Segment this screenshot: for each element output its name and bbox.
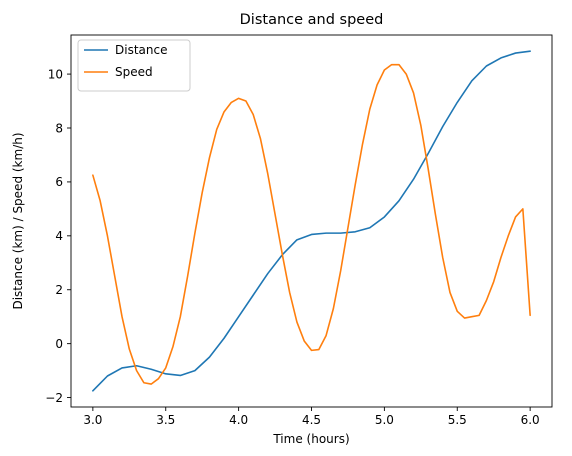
chart-title: Distance and speed [240,12,384,28]
legend-label-distance: Distance [115,43,167,57]
y-tick-label: −2 [45,391,63,405]
x-tick-label: 6.0 [521,413,540,427]
plot-area [71,35,552,407]
series-layer [92,50,531,392]
series-line-distance [92,50,531,392]
legend: Distance Speed [77,39,191,92]
y-tick-label: 6 [55,175,63,189]
x-tick-label: 3.5 [156,413,175,427]
y-tick-label: 10 [48,67,63,81]
legend-box [77,39,191,92]
y-tick-label: 0 [55,337,63,351]
x-tick-label: 4.5 [302,413,321,427]
y-tick-label: 4 [55,229,63,243]
legend-label-speed: Speed [115,65,153,79]
y-tick-label: 2 [55,283,63,297]
x-tick-label: 5.5 [448,413,467,427]
x-tick-label: 4.0 [229,413,248,427]
ticks-layer: 3.0 3.5 4.0 4.5 5.0 5.5 6.0 −2 0 2 4 6 8 10 [45,67,539,427]
y-axis-title: Distance (km) / Speed (km/h) [11,132,25,309]
y-tick-label: 8 [55,121,63,135]
x-tick-label: 3.0 [83,413,102,427]
x-axis-title: Time (hours) [272,432,349,446]
x-tick-label: 5.0 [375,413,394,427]
series-line-speed [92,63,531,385]
